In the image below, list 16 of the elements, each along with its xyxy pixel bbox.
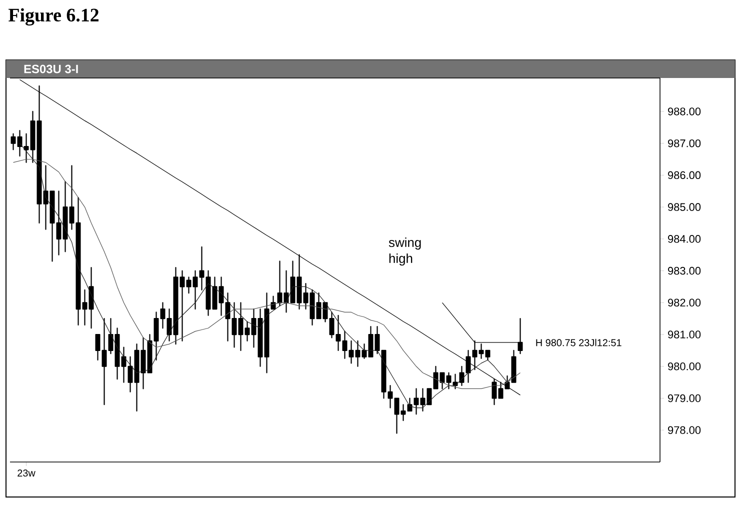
chart-title: Figure 6.12	[8, 8, 99, 26]
y-tick-label: 985.00	[668, 203, 701, 211]
y-tick-label: 986.00	[668, 171, 701, 180]
y-tick-label: 981.00	[668, 330, 701, 338]
y-tick-label: 984.00	[668, 235, 701, 243]
y-tick-label: 980.00	[668, 362, 701, 370]
y-tick-label: 978.00	[668, 426, 701, 434]
y-tick-label: 983.00	[668, 266, 701, 275]
y-tick-label: 982.00	[668, 298, 701, 307]
x-tick-label: 23w	[18, 469, 36, 477]
y-tick-label: 979.00	[668, 394, 701, 402]
y-tick-label: 987.00	[668, 139, 701, 148]
annotation: swing high	[388, 238, 421, 266]
text: H 980.75 23Jl12:51	[536, 338, 622, 346]
y-tick-label: 988.00	[668, 108, 701, 116]
chart-subtitle: ES03U 3-I	[24, 64, 78, 74]
